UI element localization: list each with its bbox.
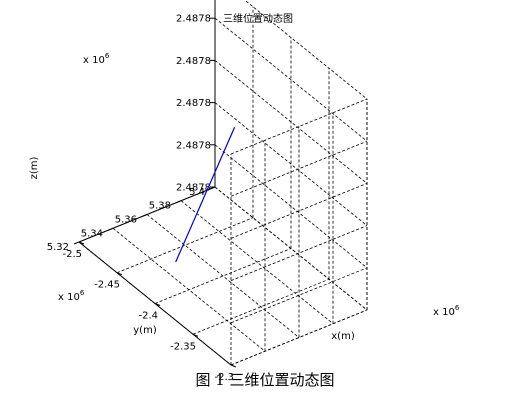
grid-line-floor-y (112, 227, 266, 352)
x-tick-mark (154, 303, 161, 306)
x-tick-label: -2.4 (138, 311, 158, 322)
grid-line-side-z (230, 140, 368, 197)
z-axis-label: z(m) (29, 157, 40, 180)
x-tick-mark (192, 333, 199, 337)
y-tick-mark (73, 241, 80, 245)
y-tick-label: 5.34 (81, 228, 103, 239)
grid-line-floor-y (180, 200, 334, 325)
y-tick-mark (107, 227, 114, 231)
grid-line-floor-x (230, 309, 368, 366)
grid-line-side-z (230, 267, 368, 324)
grid-line-floor-x (192, 278, 330, 335)
x-axis-label: x(m) (331, 331, 355, 342)
z-tick-label: 2.4878 (176, 56, 211, 67)
x-tick-mark (230, 364, 237, 368)
y-tick-mark (209, 186, 216, 190)
chart-title: 三维位置动态图 (223, 12, 293, 25)
z-exponent-label: x 106 (83, 52, 110, 66)
axis-box (73, 0, 237, 368)
series-line (175, 126, 236, 263)
x-tick-label: -2.35 (170, 341, 196, 352)
z-tick-label: 2.4878 (176, 183, 211, 194)
z-tick-label: 2.4878 (176, 98, 211, 109)
grid-line-floor-x (116, 217, 254, 274)
x-tick-label: -2.45 (94, 280, 120, 291)
z-tick-label: 2.4878 (176, 140, 211, 151)
y-axis-label: y(m) (133, 325, 157, 336)
grid-line-floor-y (146, 214, 300, 338)
grid-line-side-z (230, 183, 368, 239)
y-tick-label: 5.32 (47, 242, 69, 253)
x-tick-label: -2.5 (62, 249, 82, 260)
x-exponent-label: x 106 (433, 304, 460, 318)
z-tick-label: 2.4878 (176, 14, 211, 25)
grid-line-back-z (244, 0, 368, 100)
grid-line-back-z (214, 102, 368, 226)
grid-line-back-z (214, 60, 368, 184)
grid-line-side-z (230, 225, 368, 281)
x-tick-label: -2.3 (214, 372, 234, 383)
x-tick-mark (78, 241, 85, 245)
figure-caption: 图 1 三维位置动态图 (195, 371, 335, 389)
y-tick-label: 5.36 (115, 215, 137, 226)
series-lines (175, 126, 236, 263)
y-tick-mark (141, 214, 148, 217)
grid-line-floor-y (214, 186, 368, 311)
y-tick-label: 5.38 (149, 201, 171, 212)
grid-line-floor-x (154, 248, 292, 304)
y-tick-mark (175, 200, 182, 204)
tick-labels: 2.48782.48782.48782.48782.48782.48785.32… (47, 14, 234, 383)
x-tick-mark (116, 272, 123, 276)
grid-line-back-z (214, 17, 368, 142)
grid-line-side-z (230, 98, 368, 155)
grid-line-back-z (214, 144, 368, 269)
grid-lines (78, 0, 368, 366)
y-tick-label: 5.4 (189, 187, 205, 198)
y-exponent-label: x 106 (58, 289, 85, 303)
